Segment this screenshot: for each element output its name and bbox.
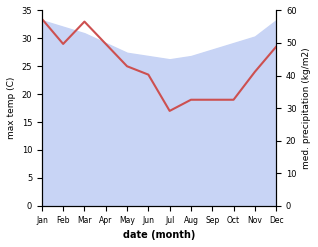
X-axis label: date (month): date (month)	[123, 230, 195, 240]
Y-axis label: max temp (C): max temp (C)	[7, 77, 16, 139]
Y-axis label: med. precipitation (kg/m2): med. precipitation (kg/m2)	[302, 47, 311, 169]
